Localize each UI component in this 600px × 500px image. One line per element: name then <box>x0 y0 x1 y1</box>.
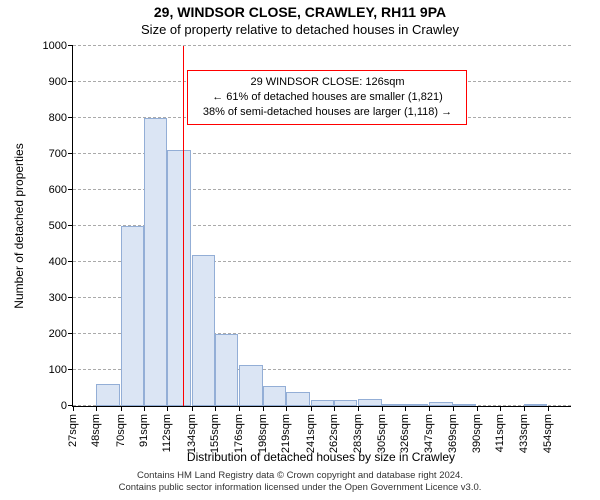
y-tick <box>68 297 73 298</box>
y-tick <box>68 261 73 262</box>
x-tick-label: 198sqm <box>257 414 269 453</box>
y-tick-label: 800 <box>49 112 67 124</box>
chart-title: 29, WINDSOR CLOSE, CRAWLEY, RH11 9PA <box>0 4 600 20</box>
annotation-line: 29 WINDSOR CLOSE: 126sqm <box>196 75 458 90</box>
footer-line-2: Contains public sector information licen… <box>0 482 600 494</box>
x-tick-label: 433sqm <box>518 414 530 453</box>
y-axis-label: Number of detached properties <box>12 46 26 406</box>
x-tick <box>382 406 383 411</box>
histogram-figure: 29, WINDSOR CLOSE, CRAWLEY, RH11 9PA Siz… <box>0 0 600 500</box>
y-tick-label: 200 <box>49 328 67 340</box>
x-tick-label: 262sqm <box>328 414 340 453</box>
y-tick-label: 500 <box>49 220 67 232</box>
histogram-bar <box>358 399 382 406</box>
histogram-bar <box>311 400 334 406</box>
x-tick <box>215 406 216 411</box>
y-tick-label: 900 <box>49 76 67 88</box>
plot-area: 0100200300400500600700800900100027sqm48s… <box>72 46 571 407</box>
x-tick <box>144 406 145 411</box>
x-tick <box>524 406 525 411</box>
x-tick-label: 219sqm <box>280 414 292 453</box>
x-tick-label: 91sqm <box>138 414 150 447</box>
x-axis-label: Distribution of detached houses by size … <box>72 450 570 464</box>
annotation-box: 29 WINDSOR CLOSE: 126sqm← 61% of detache… <box>187 70 467 125</box>
y-tick <box>68 81 73 82</box>
x-tick-label: 48sqm <box>90 414 102 447</box>
x-tick <box>334 406 335 411</box>
x-tick-label: 155sqm <box>209 414 221 453</box>
x-tick-label: 411sqm <box>494 414 506 452</box>
histogram-bar <box>192 255 215 406</box>
annotation-line: ← 61% of detached houses are smaller (1,… <box>196 90 458 105</box>
histogram-bar <box>263 386 286 406</box>
x-tick-label: 305sqm <box>376 414 388 453</box>
y-tick-label: 100 <box>49 364 67 376</box>
x-tick-label: 112sqm <box>161 414 173 452</box>
y-tick <box>68 369 73 370</box>
y-tick-label: 0 <box>61 400 67 412</box>
x-tick-label: 347sqm <box>423 414 435 453</box>
y-tick <box>68 225 73 226</box>
x-tick <box>429 406 430 411</box>
x-tick <box>358 406 359 411</box>
histogram-bar <box>144 118 167 406</box>
annotation-line: 38% of semi-detached houses are larger (… <box>196 105 458 120</box>
x-tick-label: 27sqm <box>67 414 79 447</box>
y-tick-label: 300 <box>49 292 67 304</box>
x-tick-label: 241sqm <box>305 414 317 453</box>
histogram-bar <box>382 404 405 406</box>
footer-attribution: Contains HM Land Registry data © Crown c… <box>0 470 600 494</box>
x-tick <box>192 406 193 411</box>
x-tick-label: 390sqm <box>471 414 483 453</box>
histogram-bar <box>215 334 238 406</box>
y-gridline <box>73 45 571 46</box>
x-tick <box>405 406 406 411</box>
x-tick <box>167 406 168 411</box>
y-tick-label: 600 <box>49 184 67 196</box>
y-tick <box>68 189 73 190</box>
y-tick <box>68 117 73 118</box>
x-tick <box>311 406 312 411</box>
histogram-bar <box>405 404 428 406</box>
x-tick-label: 176sqm <box>233 414 245 453</box>
y-tick <box>68 45 73 46</box>
x-tick <box>500 406 501 411</box>
histogram-bar <box>121 226 144 406</box>
histogram-bar <box>239 365 263 406</box>
x-tick-label: 283sqm <box>352 414 364 453</box>
y-tick <box>68 333 73 334</box>
y-tick-label: 400 <box>49 256 67 268</box>
x-tick <box>286 406 287 411</box>
x-tick <box>477 406 478 411</box>
histogram-bar <box>96 384 120 406</box>
y-tick-label: 700 <box>49 148 67 160</box>
footer-line-1: Contains HM Land Registry data © Crown c… <box>0 470 600 482</box>
x-tick <box>548 406 549 411</box>
x-tick-label: 326sqm <box>399 414 411 453</box>
histogram-bar <box>167 150 191 406</box>
x-tick-label: 454sqm <box>542 414 554 453</box>
x-tick <box>121 406 122 411</box>
histogram-bar <box>453 404 476 406</box>
histogram-bar <box>334 400 357 406</box>
histogram-bar <box>429 402 453 406</box>
x-tick <box>96 406 97 411</box>
x-tick-label: 369sqm <box>447 414 459 453</box>
x-tick <box>263 406 264 411</box>
y-tick <box>68 153 73 154</box>
chart-subtitle: Size of property relative to detached ho… <box>0 22 600 37</box>
histogram-bar <box>286 392 310 406</box>
property-marker-line <box>183 46 184 406</box>
x-tick <box>453 406 454 411</box>
x-tick <box>73 406 74 411</box>
x-tick-label: 134sqm <box>186 414 198 453</box>
y-tick-label: 1000 <box>43 40 67 52</box>
histogram-bar <box>524 404 547 406</box>
x-tick <box>239 406 240 411</box>
x-tick-label: 70sqm <box>115 414 127 447</box>
